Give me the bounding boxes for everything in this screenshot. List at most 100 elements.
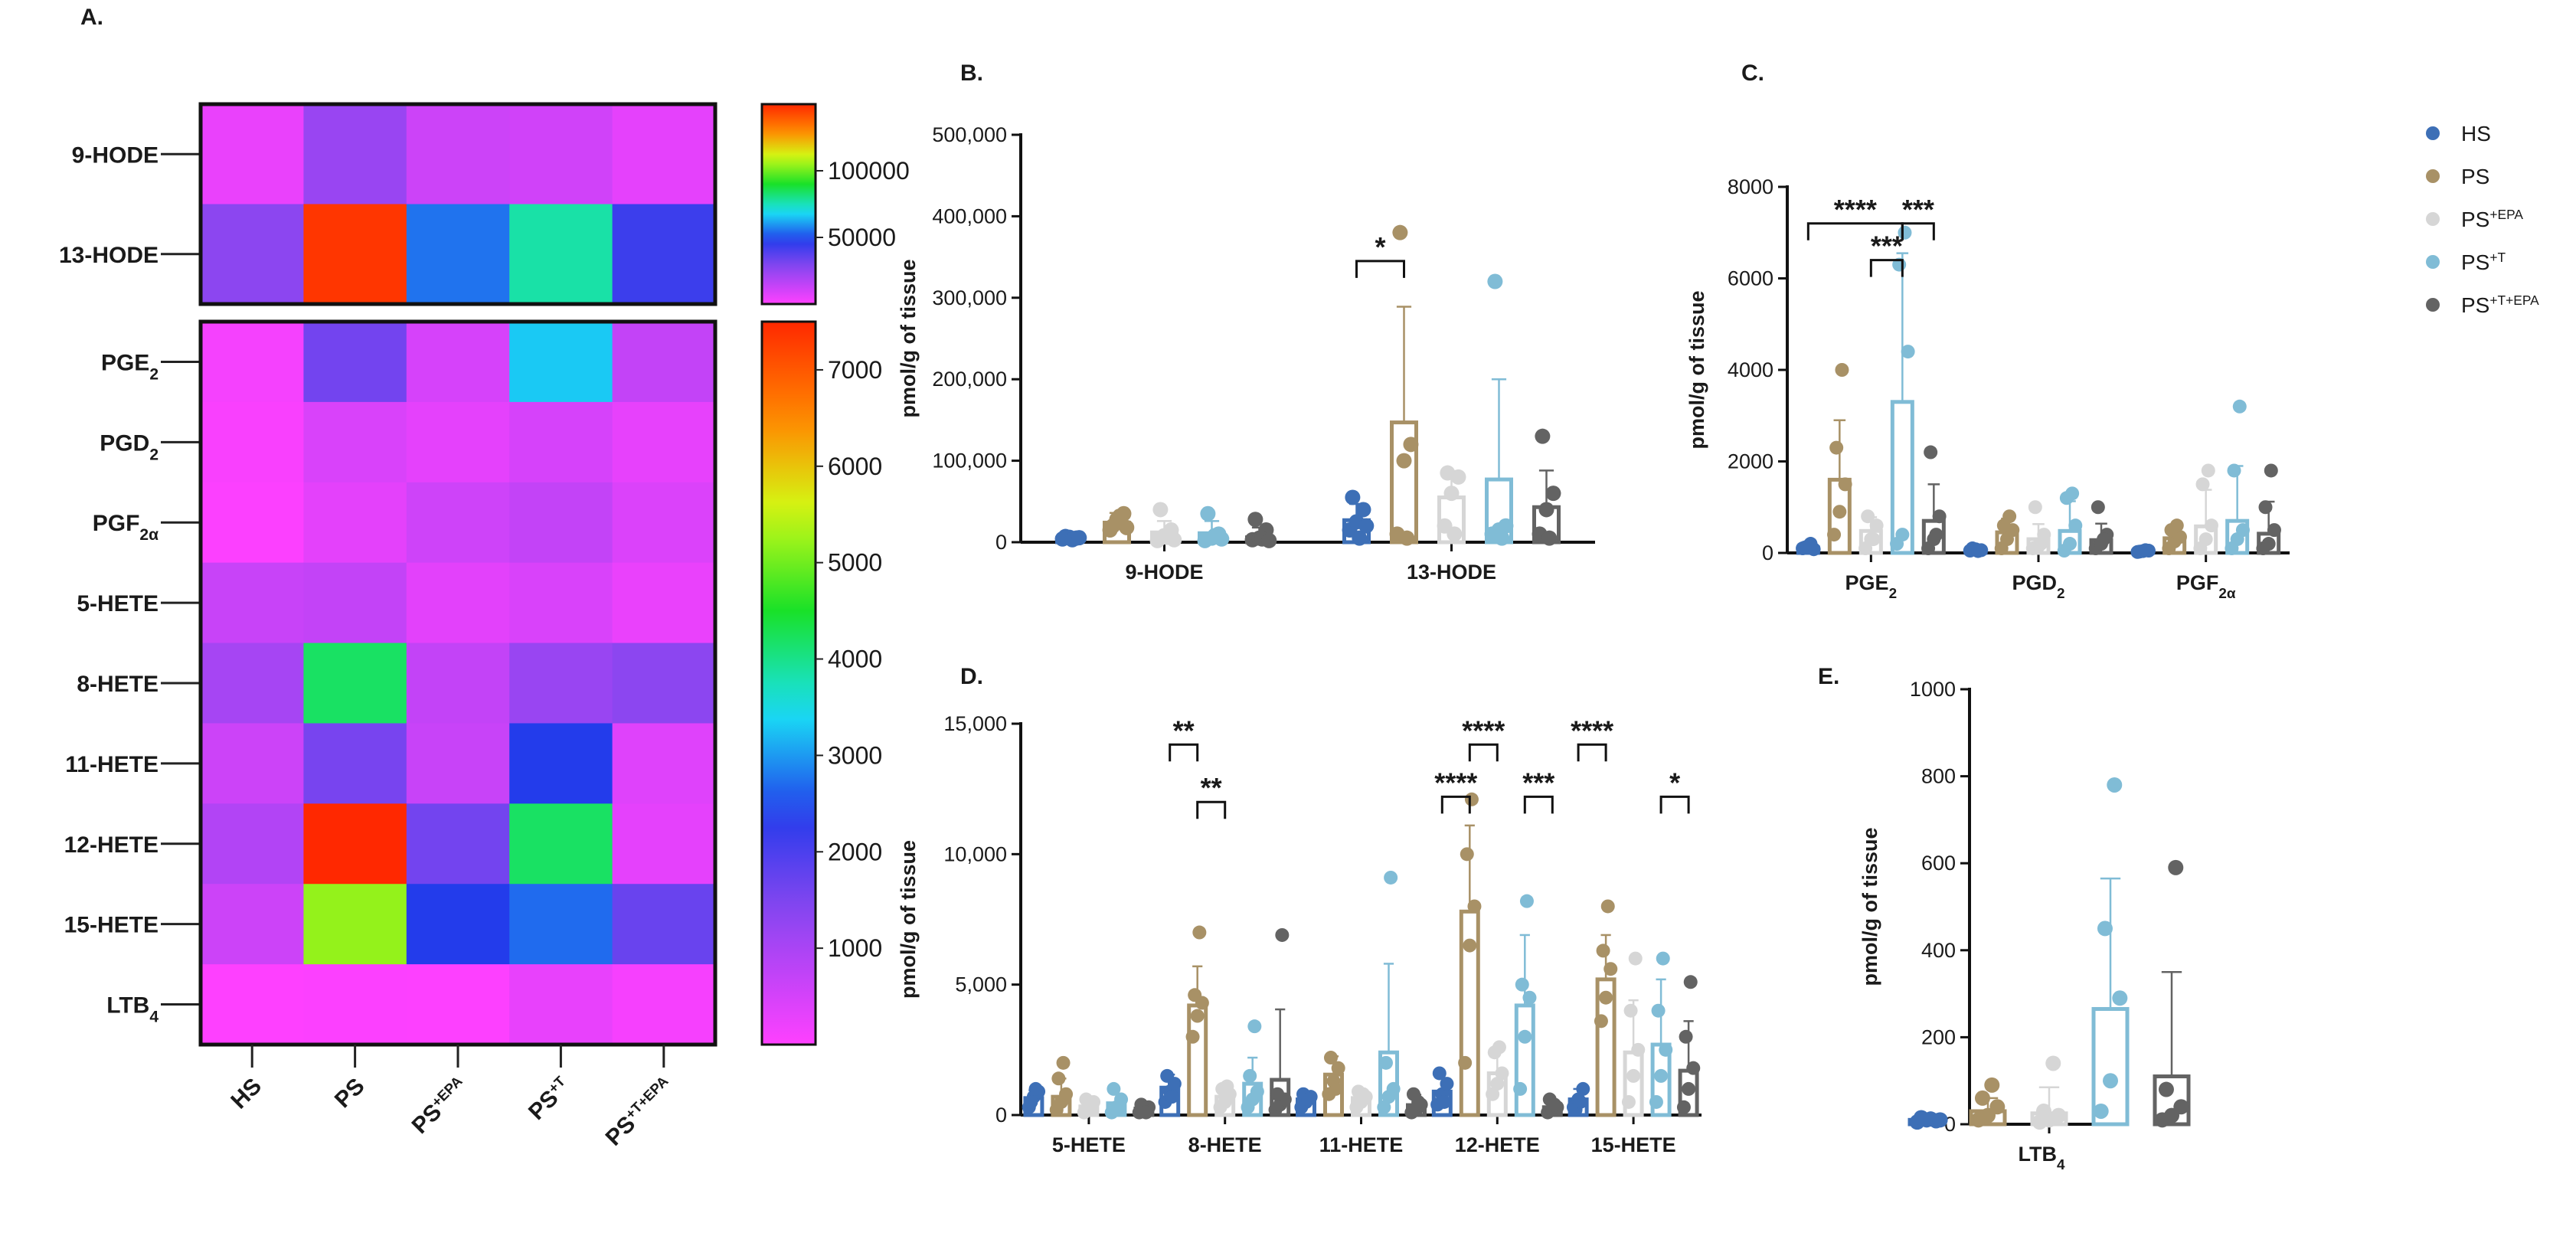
data-point bbox=[1547, 1097, 1561, 1112]
y-tick-label: 1000 bbox=[1910, 678, 1956, 701]
significance-label: *** bbox=[1522, 767, 1554, 798]
data-point bbox=[1603, 962, 1618, 976]
legend-marker bbox=[2426, 255, 2440, 269]
data-point bbox=[1490, 1077, 1505, 1091]
heatmap-cell bbox=[612, 643, 716, 724]
data-point bbox=[1331, 1061, 1345, 1075]
data-point bbox=[1829, 440, 1844, 455]
significance-bracket bbox=[1659, 795, 1690, 814]
heatmap-row-label: 9-HODE bbox=[72, 142, 159, 168]
heatmap-cell bbox=[612, 482, 716, 564]
data-point bbox=[1355, 502, 1371, 518]
heatmap-cell bbox=[303, 884, 407, 965]
heatmap-row-label: 8-HETE bbox=[77, 672, 159, 697]
data-point bbox=[1051, 1071, 1066, 1086]
heatmap-cell bbox=[612, 964, 716, 1045]
data-point bbox=[1515, 977, 1529, 992]
y-axis-title: pmol/g of tissue bbox=[1858, 827, 1881, 986]
data-point bbox=[1519, 894, 1534, 908]
data-point bbox=[2138, 543, 2153, 558]
x-category-label-base: 15-HETE bbox=[1591, 1133, 1676, 1156]
heatmap-cell bbox=[612, 884, 716, 965]
heatmap-cell bbox=[612, 322, 716, 403]
data-point bbox=[1378, 1055, 1393, 1070]
colorbar bbox=[760, 103, 817, 306]
heatmap-row-label: PGD2 bbox=[100, 430, 159, 463]
heatmap-cell bbox=[612, 562, 716, 644]
heatmap-cell bbox=[201, 562, 304, 644]
panel-d-hete-bars: D. 0 5,000 10,000 15,000 pmol/g of tissue 5-HE… bbox=[897, 664, 1702, 1156]
heatmap-cell bbox=[303, 482, 407, 564]
heatmap-cell bbox=[303, 964, 407, 1045]
heatmap-cell bbox=[509, 482, 613, 564]
heatmap-cell bbox=[509, 884, 613, 965]
data-point bbox=[1079, 1092, 1093, 1107]
x-category-label-base: 11-HETE bbox=[1319, 1133, 1404, 1156]
heatmap-cell bbox=[406, 204, 510, 305]
data-point bbox=[1676, 1100, 1691, 1114]
data-point bbox=[1114, 1092, 1129, 1107]
data-point bbox=[1166, 531, 1182, 548]
legend-entry: PS+T+EPA bbox=[2461, 293, 2539, 317]
data-point bbox=[1358, 518, 1375, 534]
data-point bbox=[1071, 530, 1087, 546]
x-category-label: 11-HETE bbox=[1319, 1133, 1404, 1156]
heatmap-cell bbox=[201, 964, 304, 1045]
data-point bbox=[1827, 528, 1842, 542]
heatmap-row-label: PGF2α bbox=[93, 511, 159, 544]
data-point bbox=[2034, 537, 2048, 551]
data-point bbox=[1112, 508, 1128, 524]
heatmap-cell bbox=[612, 401, 716, 483]
data-point bbox=[1573, 1094, 1587, 1109]
data-point bbox=[1119, 519, 1135, 535]
data-point bbox=[1659, 1042, 1673, 1057]
heatmap-cell bbox=[406, 723, 510, 804]
y-tick-label: 600 bbox=[1921, 852, 1956, 875]
data-point bbox=[1649, 1094, 1663, 1109]
panel-a-label: A. bbox=[80, 5, 103, 30]
data-point bbox=[1513, 1081, 1528, 1096]
significance-bracket bbox=[1523, 795, 1554, 814]
significance-bracket bbox=[1468, 743, 1499, 762]
significance-label: **** bbox=[1834, 194, 1877, 225]
data-point bbox=[1403, 437, 1419, 453]
significance-label: ** bbox=[1201, 772, 1222, 803]
heatmap-row-label-base: 5-HETE bbox=[77, 591, 159, 616]
data-point bbox=[2097, 532, 2111, 547]
colorbar-tick-label: 4000 bbox=[828, 646, 882, 673]
data-point bbox=[1447, 526, 1463, 542]
data-point bbox=[2063, 537, 2077, 551]
legend-marker bbox=[2426, 298, 2440, 312]
data-point bbox=[1518, 1029, 1532, 1044]
data-point bbox=[1270, 1087, 1285, 1101]
heatmap-block-border bbox=[198, 102, 718, 306]
x-category-label-base: PGE bbox=[1845, 571, 1889, 594]
data-point bbox=[1247, 512, 1263, 528]
heatmap-row-label-base: PGE bbox=[101, 350, 149, 375]
panel-c-label: C. bbox=[1741, 61, 1764, 86]
heatmap-row-label-base: PGD bbox=[100, 430, 149, 456]
data-point bbox=[1188, 988, 1202, 1002]
data-point bbox=[1111, 1103, 1126, 1117]
data-point bbox=[1538, 502, 1554, 518]
heatmap-cell bbox=[303, 322, 407, 403]
x-category-label-base: 12-HETE bbox=[1455, 1133, 1540, 1156]
data-point bbox=[1599, 990, 1613, 1005]
data-point bbox=[1356, 1087, 1371, 1101]
heatmap-cell bbox=[612, 803, 716, 885]
data-point bbox=[1059, 1087, 1074, 1101]
data-point bbox=[1989, 1099, 2006, 1115]
legend-entry-sup: +T bbox=[2489, 250, 2506, 265]
heatmap-cell bbox=[303, 803, 407, 885]
heatmap-cell bbox=[201, 884, 304, 965]
data-point bbox=[1384, 870, 1398, 885]
data-point bbox=[1974, 1090, 1990, 1106]
heatmap-cell bbox=[612, 104, 716, 204]
significance-bracket bbox=[1355, 260, 1405, 278]
data-point bbox=[2091, 500, 2105, 515]
panel-a-heatmap: A.9-HODE13-HODE50000100000PGE2PGD2PGF2α5… bbox=[59, 5, 910, 1151]
data-point bbox=[1440, 465, 1456, 481]
data-point bbox=[1024, 1094, 1038, 1109]
colorbar bbox=[760, 320, 817, 1046]
heatmap-row-label-base: PGF bbox=[93, 511, 140, 536]
